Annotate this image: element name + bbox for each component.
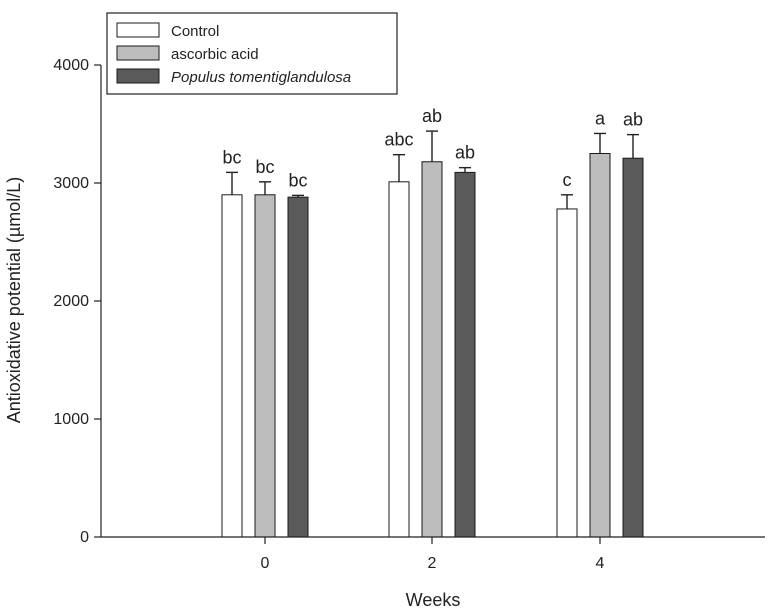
significance-label: ab bbox=[422, 106, 442, 126]
bar-populus-tomentiglandulosa-week-0 bbox=[287, 196, 309, 538]
bar-control-week-0 bbox=[221, 194, 243, 538]
significance-label: bc bbox=[288, 170, 307, 190]
bars-layer bbox=[221, 130, 644, 538]
x-tick-label: 4 bbox=[596, 555, 605, 572]
legend-swatch bbox=[116, 22, 160, 38]
legend-label: ascorbic acid bbox=[171, 46, 259, 63]
x-axis-title: Weeks bbox=[406, 590, 461, 610]
legend-label: Control bbox=[171, 23, 219, 40]
y-tick-label: 3000 bbox=[53, 175, 89, 192]
legend: Control ascorbic acid Populus tomentigland… bbox=[106, 12, 398, 95]
significance-label: bc bbox=[255, 157, 274, 177]
y-tick-label: 0 bbox=[80, 529, 89, 546]
legend-swatch bbox=[116, 45, 160, 61]
legend-swatch bbox=[116, 68, 160, 84]
bar-ascorbic-acid-week-0 bbox=[254, 194, 276, 538]
bar-ascorbic-acid-week-2 bbox=[421, 161, 443, 538]
significance-label: a bbox=[595, 108, 606, 128]
y-axis-title: Antioxidative potential (µmol/L) bbox=[4, 177, 24, 424]
bar-populus-tomentiglandulosa-week-4 bbox=[622, 157, 644, 538]
significance-label: ab bbox=[623, 110, 643, 130]
significance-label: abc bbox=[384, 130, 413, 150]
axes-layer: 0 1000 2000 3000 4000 0 2 4 bbox=[53, 57, 765, 572]
bar-ascorbic-acid-week-4 bbox=[589, 153, 611, 538]
bar-control-week-4 bbox=[556, 208, 578, 538]
y-tick-label: 4000 bbox=[53, 57, 89, 74]
x-tick-label: 2 bbox=[428, 555, 437, 572]
y-tick-label: 2000 bbox=[53, 293, 89, 310]
significance-label: bc bbox=[222, 147, 241, 167]
bar-control-week-2 bbox=[388, 181, 410, 538]
legend-label: Populus tomentiglandulosa bbox=[171, 69, 351, 86]
bar-populus-tomentiglandulosa-week-2 bbox=[454, 171, 476, 538]
significance-label: ab bbox=[455, 143, 475, 163]
x-tick-label: 0 bbox=[261, 555, 270, 572]
y-tick-label: 1000 bbox=[53, 411, 89, 428]
significance-label: c bbox=[563, 170, 572, 190]
